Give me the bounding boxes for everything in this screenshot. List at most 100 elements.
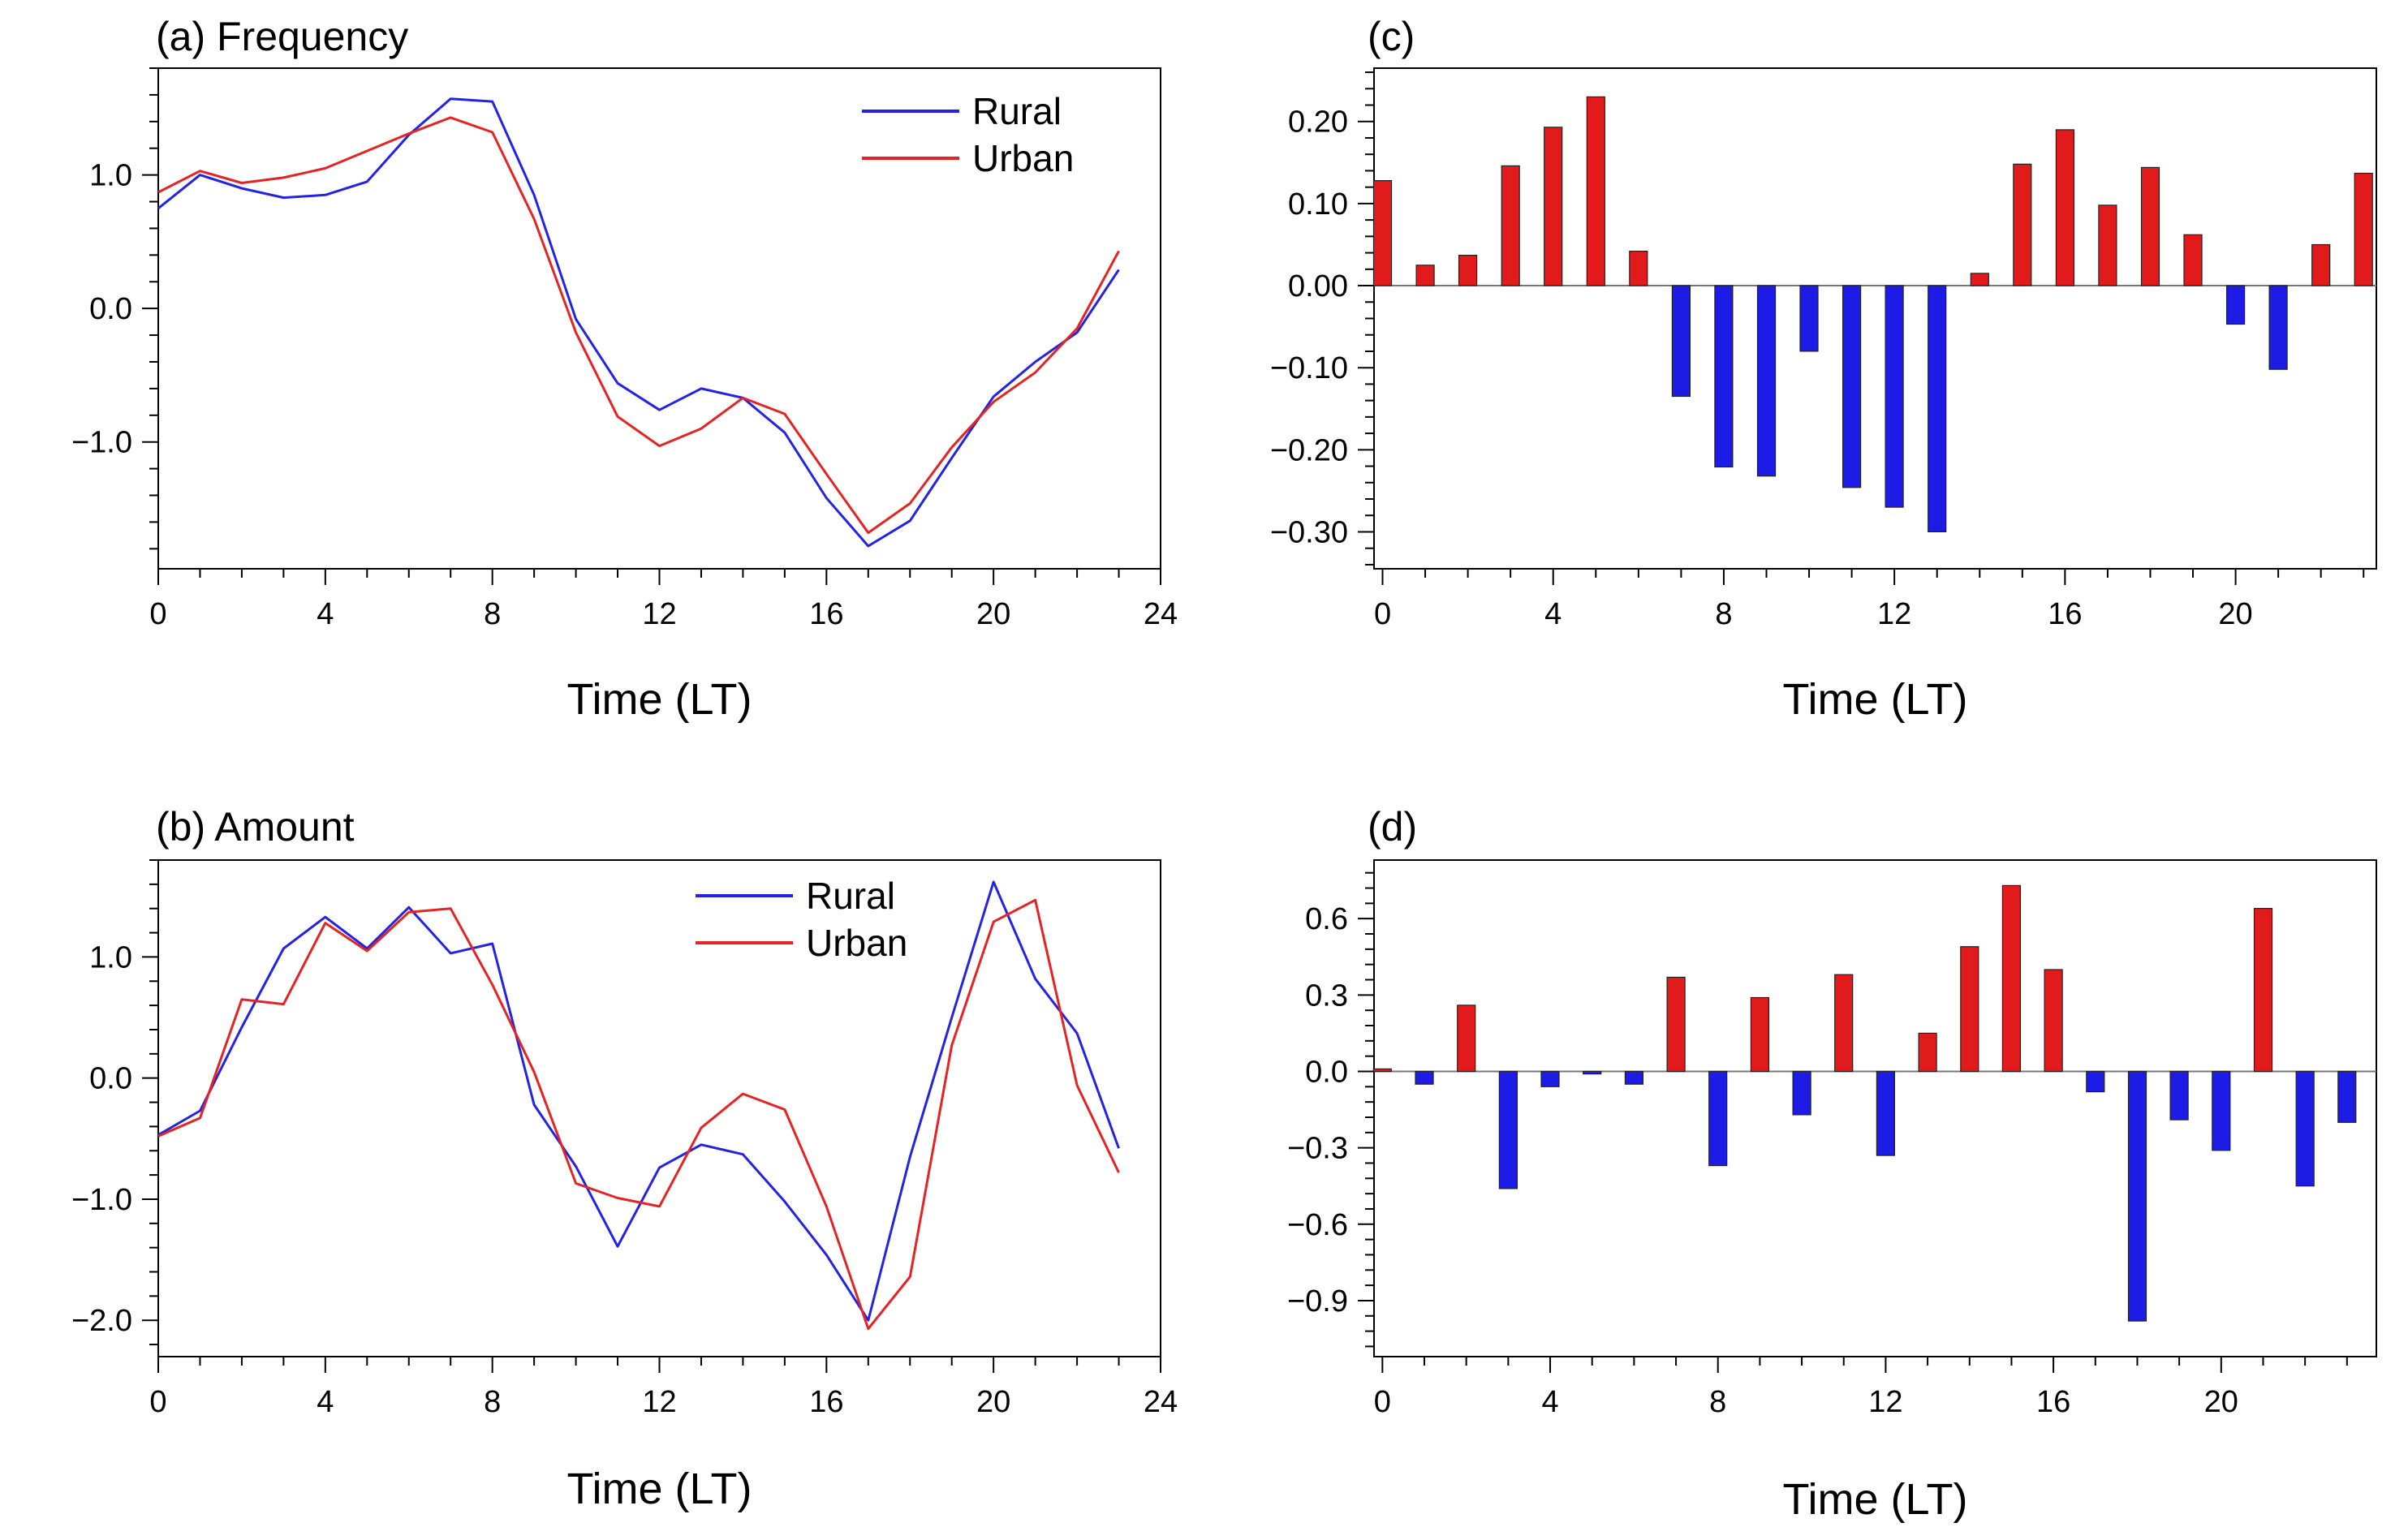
x-tick-label: 20 [2204, 1385, 2238, 1419]
x-tick-label: 4 [1541, 1385, 1558, 1419]
plot-frame [157, 859, 1161, 1357]
bar [1970, 273, 1989, 286]
bar [2212, 1070, 2231, 1151]
x-axis-label: Time (LT) [1783, 675, 1968, 724]
x-tick-label: 0 [1374, 597, 1391, 631]
bar [1885, 285, 1904, 508]
bar [1714, 285, 1734, 468]
y-tick-label: −0.10 [1270, 351, 1348, 385]
plot-frame [1373, 859, 2377, 1357]
bar [1544, 127, 1563, 286]
x-tick-label: 16 [2036, 1385, 2070, 1419]
bar [2253, 907, 2273, 1073]
legend-label-rural: Rural [806, 875, 895, 917]
y-tick-label: −0.3 [1287, 1132, 1348, 1166]
bar [2337, 1070, 2357, 1123]
bar [1415, 1070, 1434, 1085]
plot-frame [1373, 67, 2377, 570]
x-tick-label: 0 [149, 597, 166, 631]
x-tick-label: 0 [149, 1385, 166, 1419]
panel-title: (d) [1368, 804, 1417, 850]
bar [2098, 204, 2117, 286]
x-tick-label: 12 [642, 597, 676, 631]
bar [1671, 285, 1691, 398]
y-tick-label: 1.0 [89, 940, 132, 974]
x-tick-label: 20 [2218, 597, 2252, 631]
x-tick-label: 16 [809, 597, 843, 631]
bar [1457, 1004, 1476, 1073]
bar [1501, 165, 1520, 286]
bar [1842, 285, 1862, 488]
panel-b-amount: (b) Amount 0 4 8 12 16 20 24 1.0 0.0 −1.0 −2.0 Time … [71, 804, 1178, 1513]
y-tick-label: −0.6 [1287, 1208, 1348, 1242]
y-tick-label: −1.0 [71, 1183, 132, 1217]
bar [1708, 1070, 1728, 1167]
y-tick-label: 1.0 [89, 159, 132, 193]
x-tick-label: 8 [1709, 1385, 1726, 1419]
x-tick-label: 4 [1544, 597, 1562, 631]
bar [1583, 1070, 1602, 1075]
x-tick-label: 16 [2048, 597, 2082, 631]
legend-label-urban: Urban [972, 137, 1074, 179]
x-tick-label: 12 [642, 1385, 676, 1419]
bar [1415, 265, 1435, 286]
bar [2001, 884, 2021, 1073]
bar [2311, 243, 2331, 286]
panel-title: (c) [1368, 14, 1415, 59]
bar [1750, 996, 1769, 1073]
y-tick-label: 0.0 [1305, 1055, 1348, 1089]
bar [1458, 255, 1478, 286]
x-axis-label: Time (LT) [1783, 1475, 1968, 1524]
x-tick-label: 4 [317, 1385, 334, 1419]
bar [2268, 285, 2288, 370]
y-tick-label: 0.20 [1288, 105, 1348, 140]
bar [2013, 163, 2032, 286]
x-tick-label: 24 [1144, 597, 1178, 631]
bar [1918, 1032, 1937, 1073]
series-line-rural [157, 97, 1120, 548]
x-tick-label: 0 [1374, 1385, 1391, 1419]
panel-d-amount-difference: (d) 0 4 8 12 16 20 0.6 0.3 0.0 −0.3 −0.6 −0.9 Time (L… [1287, 804, 2377, 1524]
x-tick-label: 16 [809, 1385, 843, 1419]
bar [2086, 1070, 2105, 1093]
y-tick-label: 0.6 [1305, 902, 1348, 936]
legend-label-urban: Urban [806, 922, 907, 964]
panel-title: (b) Amount [156, 804, 355, 850]
y-tick-label: 0.10 [1288, 187, 1348, 222]
bar [2044, 969, 2063, 1073]
x-tick-label: 8 [484, 1385, 501, 1419]
bar [1666, 976, 1686, 1073]
y-tick-label: 0.0 [89, 292, 132, 326]
legend-label-rural: Rural [972, 90, 1062, 132]
bar [1586, 96, 1605, 286]
series-line-urban [157, 898, 1120, 1331]
bar [2354, 172, 2373, 286]
x-tick-label: 24 [1144, 1385, 1178, 1419]
x-tick-label: 20 [976, 597, 1010, 631]
bar [2055, 129, 2074, 286]
x-tick-label: 4 [317, 597, 334, 631]
bar [1756, 285, 1777, 477]
bar [2169, 1070, 2189, 1121]
bar [1928, 285, 1947, 532]
y-tick-label: −0.9 [1287, 1284, 1348, 1318]
bar [1799, 285, 1819, 352]
y-tick-label: −0.20 [1270, 433, 1348, 467]
x-tick-label: 20 [976, 1385, 1010, 1419]
y-tick-label: −0.30 [1270, 515, 1348, 549]
bar [2140, 166, 2160, 286]
bar [1792, 1070, 1811, 1116]
bar [2295, 1070, 2315, 1187]
y-tick-label: −1.0 [71, 426, 132, 460]
y-tick-label: 0.0 [89, 1062, 132, 1096]
y-tick-label: 0.00 [1288, 269, 1348, 303]
y-tick-label: −2.0 [71, 1304, 132, 1338]
x-axis-label: Time (LT) [567, 675, 752, 724]
series-line-rural [157, 880, 1120, 1322]
bar [1372, 1068, 1392, 1073]
x-tick-label: 12 [1868, 1385, 1902, 1419]
bar [1629, 251, 1648, 286]
y-tick-label: 0.3 [1305, 979, 1348, 1013]
bar [2183, 234, 2203, 286]
bar [1834, 974, 1854, 1073]
